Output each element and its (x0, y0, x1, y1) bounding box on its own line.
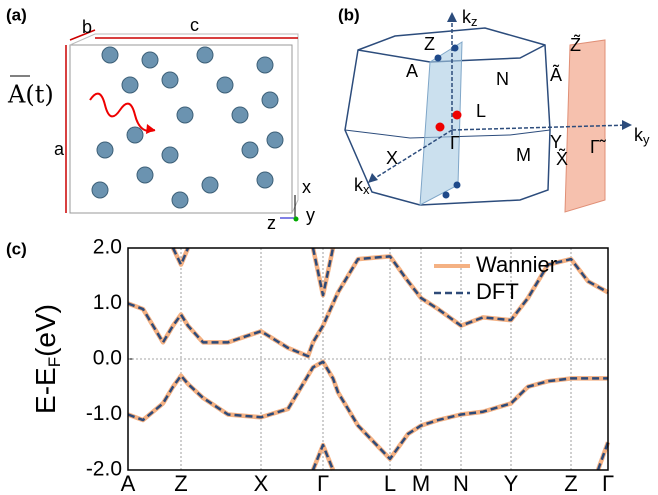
point-L: L (476, 101, 486, 121)
node-point (454, 182, 461, 189)
node-point (452, 45, 459, 52)
weyl-point (436, 123, 445, 132)
axis-dot-y (294, 217, 299, 222)
field-arrow (146, 124, 155, 134)
point-A: A (406, 61, 418, 81)
panel-label: (a) (6, 5, 27, 24)
ky-arrow (622, 120, 632, 130)
band-line (173, 248, 333, 295)
kx-arrow (368, 173, 378, 183)
figure: (a) b c a A(t) x z y (b) (0, 0, 658, 495)
kz-label: kz (462, 7, 478, 30)
y-tick-label: 1.0 (93, 291, 122, 314)
band-line (313, 442, 608, 470)
band-line (313, 442, 608, 470)
node-point (435, 55, 442, 62)
point-A-tilde: Ã (550, 64, 562, 85)
y-tick-label: -2.0 (86, 458, 122, 481)
kx-label: kx (354, 175, 370, 198)
y-tick-label: -1.0 (86, 402, 122, 425)
point-N: N (496, 69, 509, 89)
x-tick-label: N (453, 471, 469, 495)
x-tick-label: M (412, 471, 430, 495)
atoms (92, 47, 283, 208)
node-point (443, 192, 450, 199)
weyl-point (453, 111, 462, 120)
y-axis-label: E-EF(eV) (30, 304, 64, 414)
point-X-tilde: X̃ (556, 148, 568, 169)
y-tick-label: 0.0 (93, 347, 122, 370)
x-tick-label: X (254, 471, 269, 495)
x-tick-label: Γ (602, 471, 614, 495)
field-wave (90, 94, 155, 131)
band-line (128, 362, 608, 459)
legend-label: Wannier (476, 252, 557, 277)
band-line (173, 248, 333, 295)
x-tick-label: Z (564, 471, 577, 495)
point-X: X (386, 148, 398, 168)
panel-a: (a) b c a A(t) x z y (6, 5, 315, 232)
lattice-c: c (190, 15, 199, 35)
field-label: A(t) (7, 81, 54, 109)
x-tick-label: A (121, 471, 136, 495)
point-Gamma: Γ (450, 133, 460, 153)
ky-label: ky (634, 125, 650, 148)
point-Z-tilde: Z̃ (570, 34, 581, 55)
lattice-b: b (82, 17, 92, 37)
panel-label: (c) (6, 239, 27, 258)
kz-arrow (447, 12, 457, 22)
x-tick-label: Z (174, 471, 187, 495)
band-line (128, 362, 608, 459)
point-Z: Z (424, 34, 435, 54)
axis-x: x (302, 177, 311, 197)
point-M: M (516, 145, 531, 165)
y-tick-label: 2.0 (93, 236, 122, 259)
lattice-a: a (54, 139, 65, 159)
x-tick-label: Y (504, 471, 519, 495)
panel-label: (b) (338, 5, 360, 24)
legend-label: DFT (476, 279, 519, 304)
x-tick-label: Γ (317, 471, 329, 495)
axis-z: z (267, 213, 276, 233)
x-tick-label: L (384, 471, 396, 495)
panel-b: (b) kz kx ky Z A N L Γ X M Y Z̃ Ã X̃ Γ̃ (338, 5, 650, 212)
axis-y: y (306, 205, 315, 225)
